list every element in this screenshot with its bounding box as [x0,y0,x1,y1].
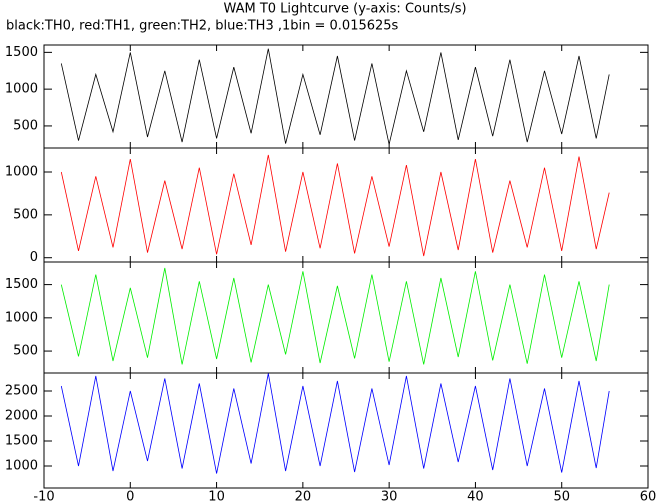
light-curve [60,267,610,365]
y-tick-label: 1500 [5,45,38,60]
x-tick-label: 20 [295,490,312,504]
y-tick-label: 500 [13,344,38,359]
y-tick-label: 1000 [5,310,38,325]
panel-frame [43,261,649,374]
panel-frame [43,372,649,489]
x-tick-label: 10 [208,490,225,504]
x-tick-label: 60 [640,490,657,504]
light-curve [60,48,610,145]
chart-title: WAM T0 Lightcurve (y-axis: Counts/s) [223,2,466,17]
y-tick-label: 1500 [5,277,38,292]
light-curve [60,373,610,474]
y-tick-label: 2500 [5,384,38,399]
x-tick-label: 40 [467,490,484,504]
light-curve [60,154,610,257]
chart-subtitle: black:TH0, red:TH1, green:TH2, blue:TH3 … [6,19,399,34]
panel-frame [43,147,649,263]
x-tick-label: 30 [381,490,398,504]
x-tick-label: -10 [33,490,54,504]
y-tick-label: 1000 [5,165,38,180]
y-tick-label: 500 [13,207,38,222]
y-tick-label: 1000 [5,459,38,474]
y-tick-label: 2000 [5,409,38,424]
y-tick-label: 1500 [5,434,38,449]
y-tick-label: 1000 [5,82,38,97]
x-tick-label: 50 [553,490,570,504]
y-tick-label: 0 [30,250,38,265]
y-tick-label: 500 [13,118,38,133]
x-tick-label: 0 [126,490,134,504]
